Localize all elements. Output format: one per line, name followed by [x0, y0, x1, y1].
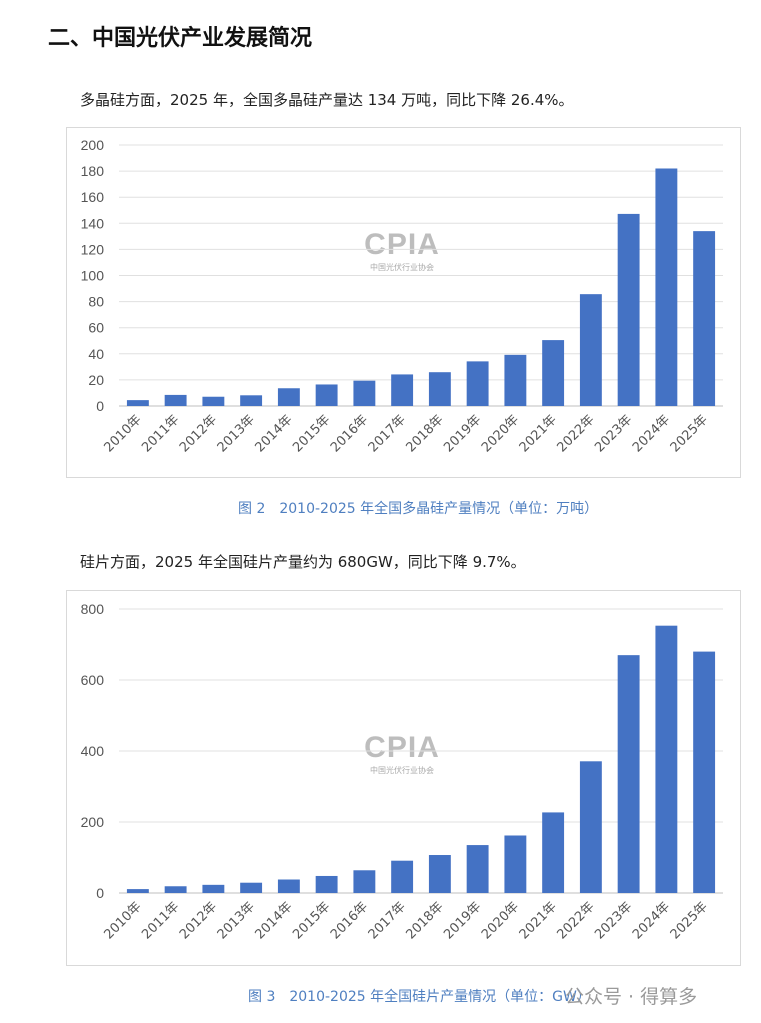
x-tick-label: 2010年 [102, 899, 145, 942]
bar [542, 812, 565, 893]
x-tick-label: 2013年 [215, 899, 258, 942]
x-tick-label: 2025年 [668, 412, 711, 455]
bar [655, 168, 678, 406]
section-heading: 二、中国光伏产业发展简况 [48, 26, 313, 51]
x-tick-label: 2018年 [404, 412, 447, 455]
watermark-logo: CPIA [364, 228, 440, 261]
x-tick-label: 2024年 [630, 899, 673, 942]
x-tick-label: 2020年 [479, 899, 522, 942]
x-tick-label: 2011年 [139, 899, 182, 942]
y-tick-label: 0 [96, 398, 104, 414]
bar [466, 845, 489, 893]
x-tick-label: 2023年 [592, 899, 635, 942]
paragraph-polysilicon: 多晶硅方面，2025 年，全国多晶硅产量达 134 万吨，同比下降 26.4%。 [80, 91, 574, 109]
x-tick-label: 2012年 [177, 412, 220, 455]
x-tick-label: 2012年 [177, 899, 220, 942]
x-tick-label: 2015年 [290, 899, 333, 942]
bar [617, 655, 640, 893]
bar [126, 889, 149, 893]
y-tick-label: 80 [88, 294, 104, 310]
bar [579, 761, 602, 893]
x-tick-label: 2015年 [290, 412, 333, 455]
x-tick-label: 2020年 [479, 412, 522, 455]
x-tick-label: 2010年 [102, 412, 145, 455]
bar [542, 340, 565, 406]
bar [579, 294, 602, 406]
cpia-watermark: CPIA 中国光伏行业协会 [337, 228, 467, 273]
y-tick-label: 20 [88, 372, 104, 388]
chart-caption-2: 图 2 2010-2025 年全国多晶硅产量情况（单位：万吨） [238, 501, 599, 517]
bar [693, 651, 716, 893]
bar [353, 870, 376, 893]
y-tick-label: 180 [81, 163, 105, 179]
bar [277, 879, 300, 893]
y-tick-label: 800 [81, 601, 105, 617]
y-tick-label: 600 [81, 672, 105, 688]
watermark-org: 中国光伏行业协会 [370, 766, 434, 775]
x-tick-label: 2023年 [592, 412, 635, 455]
y-tick-label: 60 [88, 320, 104, 336]
x-tick-label: 2014年 [253, 412, 296, 455]
x-tick-label: 2017年 [366, 899, 409, 942]
wechat-footer: 公众号 · 得算多 [565, 986, 698, 1008]
x-tick-label: 2021年 [517, 899, 560, 942]
paragraph-wafer: 硅片方面，2025 年全国硅片产量约为 680GW，同比下降 9.7%。 [80, 553, 526, 571]
y-tick-label: 0 [96, 885, 104, 901]
cpia-watermark: CPIA 中国光伏行业协会 [337, 731, 467, 776]
x-tick-label: 2019年 [441, 412, 484, 455]
watermark-org: 中国光伏行业协会 [370, 263, 434, 272]
watermark-logo: CPIA [364, 731, 440, 764]
x-tick-label: 2014年 [253, 899, 296, 942]
x-tick-label: 2011年 [139, 412, 182, 455]
x-tick-label: 2025年 [668, 899, 711, 942]
y-tick-label: 160 [81, 189, 105, 205]
x-tick-label: 2016年 [328, 412, 371, 455]
bar [504, 835, 527, 893]
bar [655, 625, 678, 893]
bar [693, 231, 716, 406]
bar [240, 395, 263, 406]
y-tick-label: 400 [81, 743, 105, 759]
x-tick-label: 2024年 [630, 412, 673, 455]
bar [504, 354, 527, 406]
bar [202, 884, 225, 893]
bar [428, 855, 451, 893]
chart-polysilicon: CPIA 中国光伏行业协会 0 20 40 60 80 100 120 140 160 180 200… [66, 127, 741, 478]
chart-caption-3: 图 3 2010-2025 年全国硅片产量情况（单位：GW） [248, 989, 591, 1005]
y-tick-label: 120 [81, 241, 105, 257]
x-tick-label: 2022年 [555, 899, 598, 942]
bar [164, 394, 187, 406]
bar [617, 213, 640, 406]
bar [428, 372, 451, 406]
bar [353, 380, 376, 406]
bar [466, 361, 489, 406]
y-tick-label: 200 [81, 137, 105, 153]
x-tick-label: 2021年 [517, 412, 560, 455]
bar [391, 860, 414, 893]
bar [202, 396, 225, 406]
bar [126, 400, 149, 406]
x-tick-label: 2022年 [555, 412, 598, 455]
bar [315, 875, 338, 893]
x-tick-label: 2013年 [215, 412, 258, 455]
bar [277, 388, 300, 406]
chart-wafer: CPIA 中国光伏行业协会 0 200 400 600 800 2010年 2011年 2012… [66, 590, 741, 966]
y-tick-label: 140 [81, 215, 105, 231]
x-tick-label: 2016年 [328, 899, 371, 942]
y-tick-label: 100 [81, 268, 105, 284]
bar [315, 384, 338, 406]
x-tick-label: 2018年 [404, 899, 447, 942]
y-tick-label: 40 [88, 346, 104, 362]
bar [164, 886, 187, 893]
y-tick-label: 200 [81, 814, 105, 830]
x-tick-label: 2019年 [441, 899, 484, 942]
x-tick-label: 2017年 [366, 412, 409, 455]
bar [391, 374, 414, 406]
bar [240, 882, 263, 893]
